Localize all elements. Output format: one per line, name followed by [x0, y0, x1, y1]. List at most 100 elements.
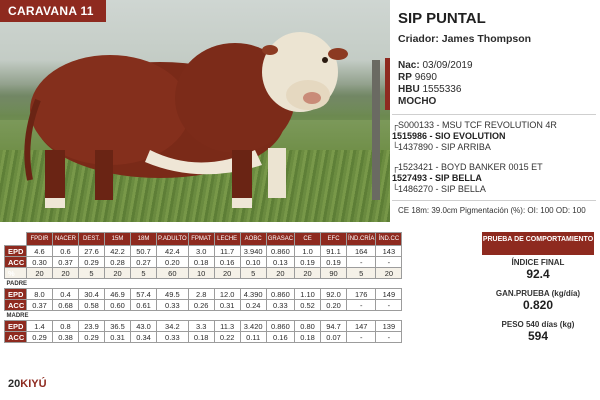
col-header: 15M: [104, 232, 131, 246]
table-cell: 90: [320, 267, 348, 279]
table-cell: 0.18: [187, 331, 215, 343]
row-label: ACC: [4, 331, 27, 343]
bull-illustration: [24, 32, 348, 208]
table-cell: -: [346, 299, 377, 311]
table-cell: -: [346, 331, 377, 343]
table-cell: 42.2: [104, 245, 131, 257]
table-cell: 0.18: [294, 331, 322, 343]
col-header: P.ADULTO: [156, 232, 189, 246]
col-header: AOBC: [239, 232, 267, 246]
table-cell: 94.7: [320, 320, 348, 332]
nac-value: 03/09/2019: [422, 60, 473, 71]
table-cell: 0.38: [52, 331, 79, 343]
table-cell: 57.4: [130, 288, 157, 300]
table-cell: 2.8: [187, 288, 215, 300]
table-cell: 5: [346, 267, 377, 279]
table-cell: 0.4: [52, 288, 79, 300]
table-cell: 0.860: [265, 288, 296, 300]
table-cell: 4.6: [26, 245, 53, 257]
accent-bar: [385, 58, 390, 110]
table-cell: -: [375, 256, 403, 268]
page-number: 20: [8, 378, 21, 390]
peso-label: PESO 540 días (kg): [501, 320, 575, 329]
madre-acc-row: ACC 0.29 0.38 0.29 0.31 0.34 0.33 0.18 0.22 0.11 0…: [4, 331, 403, 343]
table-cell: 42.4: [156, 245, 189, 257]
table-cell: -: [375, 299, 403, 311]
row-label: EPD: [4, 320, 27, 332]
table-cell: 0.11: [239, 331, 267, 343]
indice-label: ÍNDICE FINAL: [511, 258, 565, 267]
table-cell: 0.6: [52, 245, 79, 257]
table-cell: 0.31: [213, 299, 241, 311]
table-cell: 11.3: [213, 320, 241, 332]
table-cell: 27.6: [78, 245, 105, 257]
table-cell: 0.27: [130, 256, 157, 268]
col-header: FPDIR: [26, 232, 53, 246]
table-cell: 0.29: [26, 331, 53, 343]
padre-epd-row: EPD 8.0 0.4 30.4 46.9 57.4 49.5 2.8 12.0 4.390 0.8…: [4, 288, 403, 300]
table-cell: 5: [130, 267, 157, 279]
table-cell: 60: [156, 267, 189, 279]
table-cell: 1.0: [294, 245, 322, 257]
table-cell: 0.37: [52, 256, 79, 268]
bull-photo: CARAVANA 11: [0, 0, 390, 222]
col-header: EFC: [320, 232, 348, 246]
row-label: EPD: [4, 245, 27, 257]
table-cell: 23.9: [78, 320, 105, 332]
table-cell: 11.7: [213, 245, 241, 257]
divider: [392, 200, 596, 201]
table-cell: 4.390: [239, 288, 267, 300]
table-cell: 3.420: [239, 320, 267, 332]
pedigree-dam-dam: └1486270 - SIP BELLA: [392, 184, 486, 194]
table-cell: 0.28: [104, 256, 131, 268]
table-cell: 0.19: [320, 256, 348, 268]
col-header: DEST.: [78, 232, 105, 246]
table-cell: 0.26: [187, 299, 215, 311]
table-cell: 0.60: [104, 299, 131, 311]
prueba-header: PRUEBA DE COMPORTAMIENTO: [482, 232, 594, 255]
table-cell: 1.4: [26, 320, 53, 332]
table-cell: 46.9: [104, 288, 131, 300]
col-header: ÍND.CRÍA: [346, 232, 377, 246]
section-label: MADRE: [6, 312, 29, 319]
breeder: Criador: James Thompson: [398, 33, 532, 45]
animal-type: MOCHO: [398, 96, 437, 107]
table-cell: 0.61: [130, 299, 157, 311]
animal-acc-row: ACC 0.30 0.37 0.29 0.28 0.27 0.20 0.18 0.16 0.10 0…: [4, 256, 403, 268]
header-row: FPDIR NACER DEST. 15M 18M P.ADULTO FPMAT…: [4, 232, 403, 246]
col-header: LECHE: [213, 232, 241, 246]
section-label: PADRE: [6, 280, 28, 287]
table-cell: 0.10: [239, 256, 267, 268]
table-cell: 0.33: [156, 331, 189, 343]
table-cell: 20: [52, 267, 79, 279]
madre-epd-row: EPD 1.4 0.8 23.9 36.5 43.0 34.2 3.3 11.3 3.420 0.8…: [4, 320, 403, 332]
ganancia-label: GAN.PRUEBA (kg/día): [495, 289, 581, 298]
pedigree-sire-dam: └1437890 - SIP ARRIBA: [392, 142, 491, 152]
table-cell: 0.8: [52, 320, 79, 332]
table-cell: 20: [265, 267, 296, 279]
table-cell: 91.1: [320, 245, 348, 257]
padre-acc-row: ACC 0.37 0.68 0.58 0.60 0.61 0.33 0.26 0.31 0.24 0…: [4, 299, 403, 311]
table-cell: 0.68: [52, 299, 79, 311]
caravana-badge: CARAVANA 11: [0, 0, 106, 22]
table-cell: 0.24: [239, 299, 267, 311]
ce-pigmentation: CE 18m: 39.0cm Pigmentación (%): OI: 100…: [398, 206, 586, 215]
table-cell: 0.29: [78, 331, 105, 343]
table-cell: 20: [294, 267, 322, 279]
table-cell: 143: [375, 245, 403, 257]
table-cell: 43.0: [130, 320, 157, 332]
table-cell: 36.5: [104, 320, 131, 332]
table-cell: 164: [346, 245, 377, 257]
table-cell: 0.31: [104, 331, 131, 343]
ganancia-value: 0.820: [522, 298, 554, 312]
table-cell: 20: [213, 267, 241, 279]
animal-info: Nac: 03/09/2019 RP 9690 HBU 1555336 MOCH…: [398, 60, 473, 108]
table-cell: 10: [187, 267, 215, 279]
hbu-value: 1555336: [422, 84, 462, 95]
row-label: EPD: [4, 288, 27, 300]
table-cell: 92.0: [320, 288, 348, 300]
divider: [392, 114, 596, 115]
fence-post: [372, 60, 380, 200]
table-cell: 3.0: [187, 245, 215, 257]
table-cell: 0.16: [213, 256, 241, 268]
